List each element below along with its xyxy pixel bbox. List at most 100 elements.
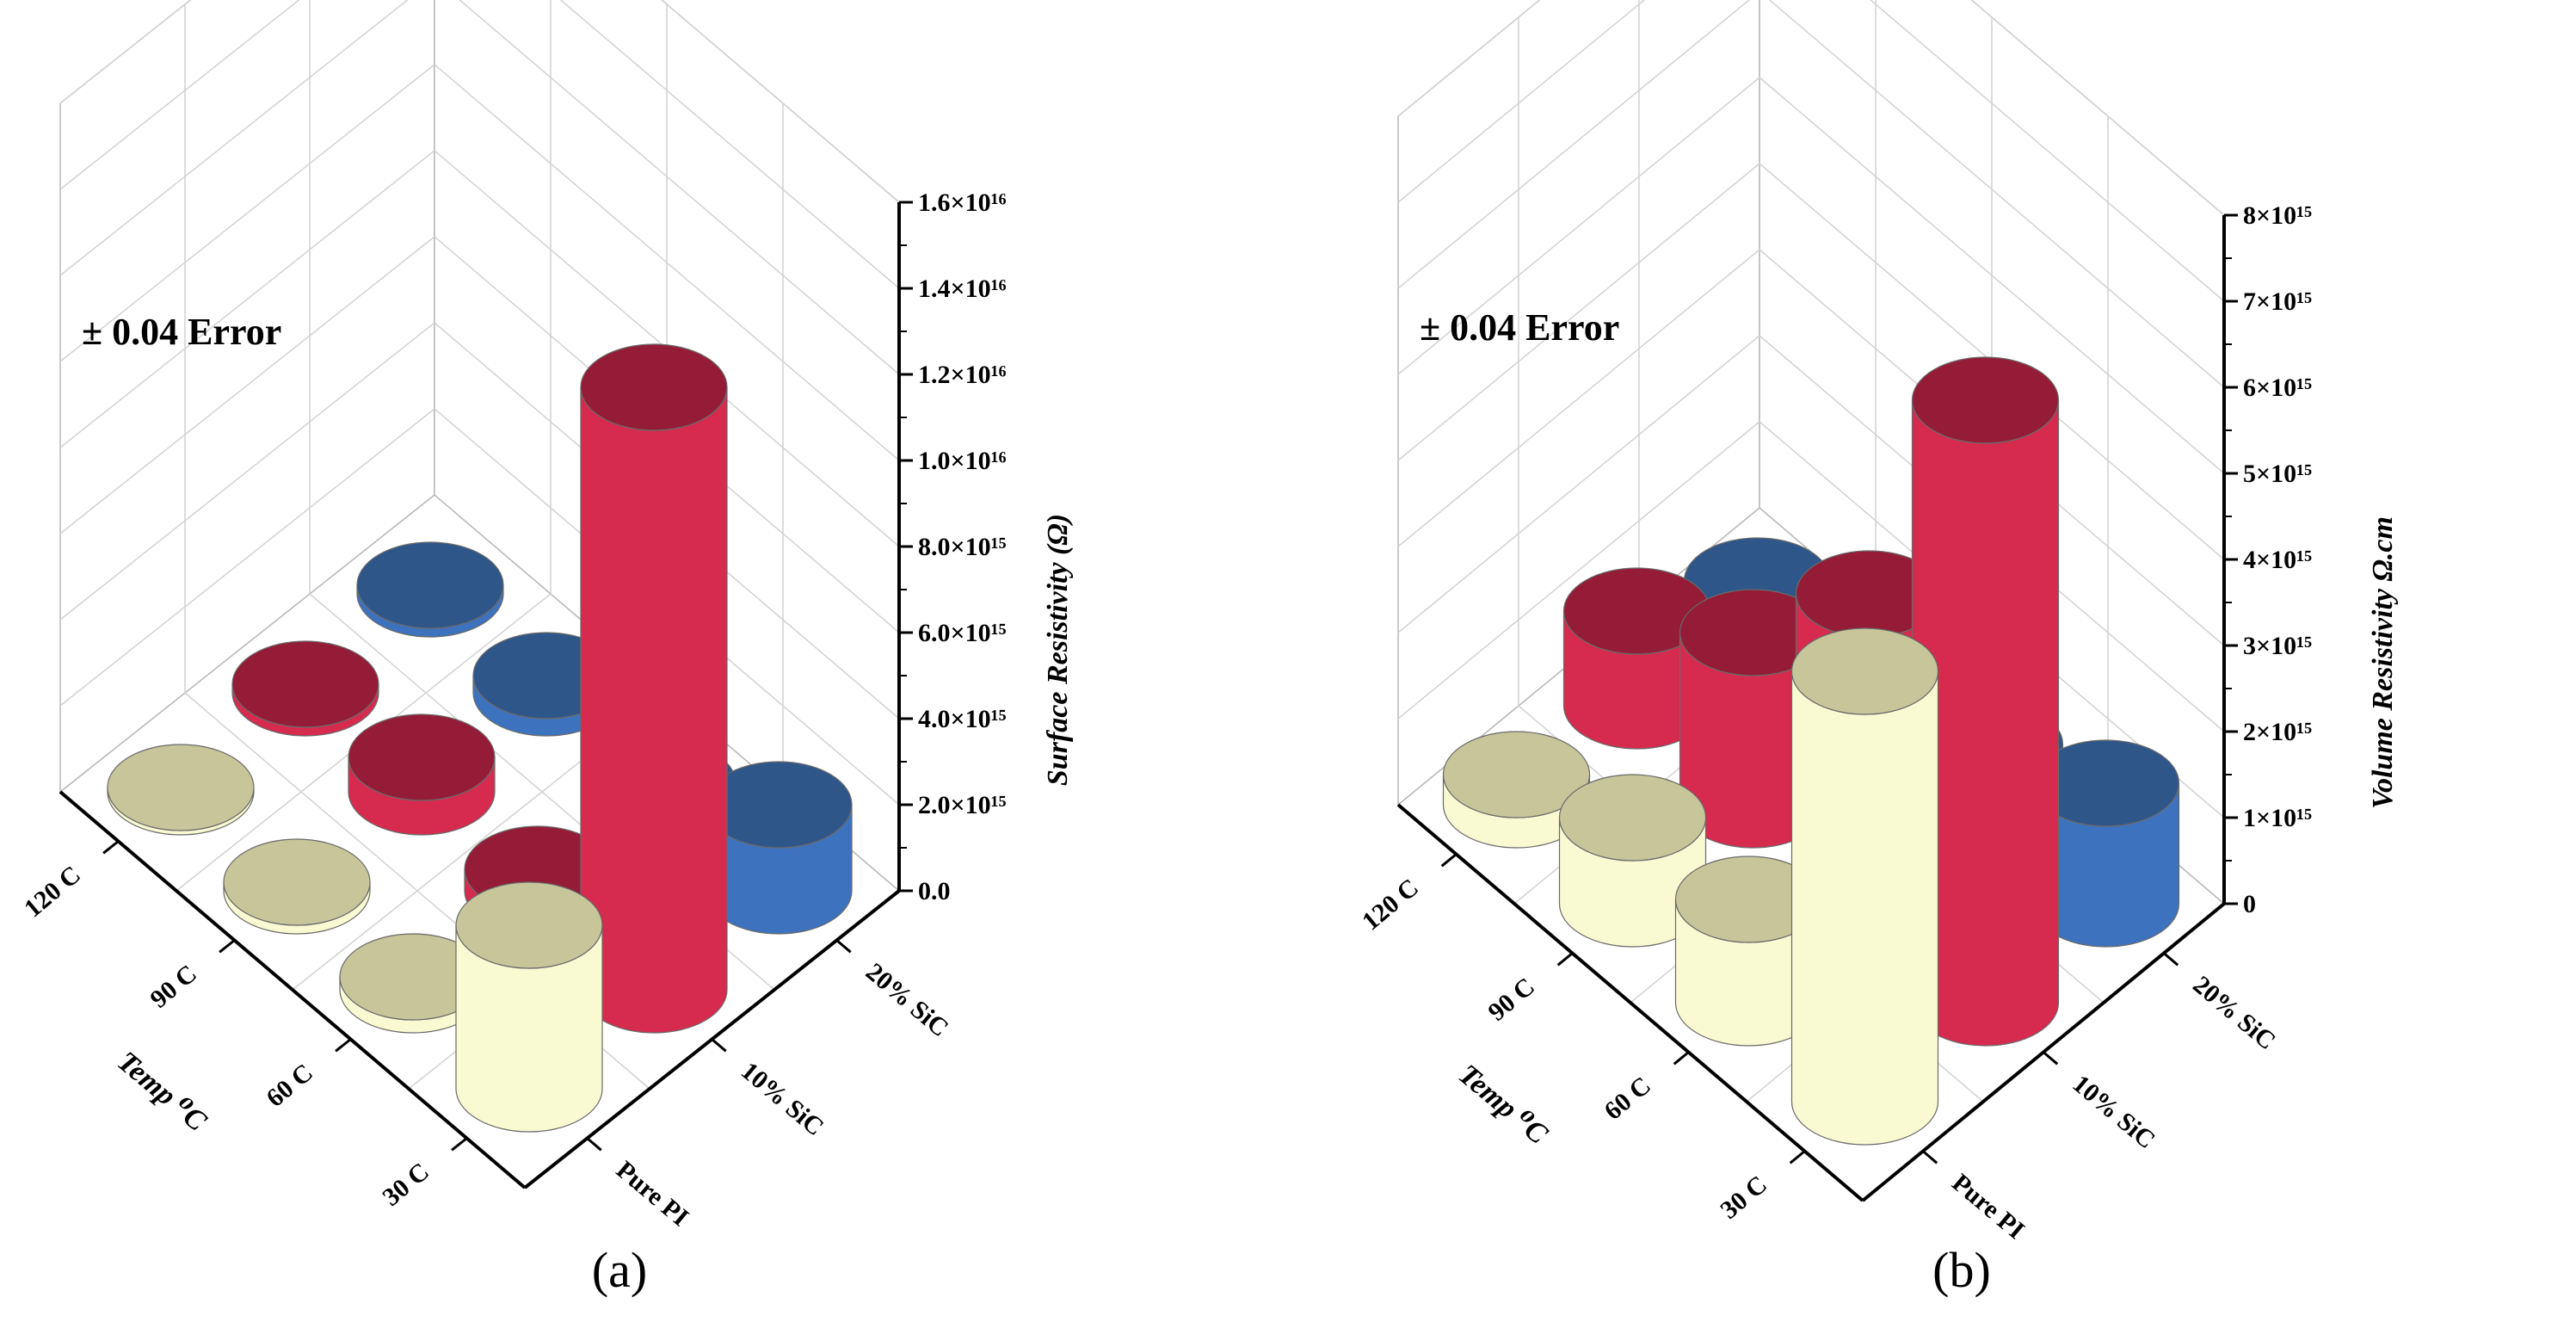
value-tick-label: 1.2×10¹⁶ (918, 361, 1007, 389)
bar-top (231, 640, 379, 728)
value-axis-title: Volume Resistivity Ω.cm (2367, 516, 2399, 809)
bar-pure-pi-90c (1558, 774, 1707, 948)
value-axis-title: Surface Resistivity (Ω) (1042, 514, 1074, 786)
series-tick-label: Pure PI (611, 1156, 694, 1232)
value-tick-label: 6.0×10¹⁵ (918, 619, 1007, 647)
panel-caption: (a) (592, 1242, 647, 1298)
bar-pure-pi-60c (339, 933, 487, 1034)
series-tick (1922, 1150, 1938, 1164)
series-tick (2163, 952, 2179, 967)
temp-tick (219, 939, 236, 954)
value-tick-label: 3×10¹⁵ (2243, 632, 2312, 660)
series-tick (835, 939, 852, 954)
temp-tick-label: 60 C (1599, 1072, 1656, 1126)
temp-tick-label: 90 C (145, 960, 202, 1014)
bar-top (1558, 774, 1707, 862)
gridline (59, 0, 300, 190)
temp-tick (335, 1038, 352, 1053)
gridline (59, 408, 435, 707)
temp-tick (1556, 952, 1574, 967)
series-tick (2043, 1051, 2059, 1066)
series-tick (586, 1137, 602, 1152)
temp-tick (102, 840, 120, 855)
series-tick-label: 10% SiC (736, 1057, 829, 1142)
temp-tick-label: 30 C (377, 1158, 434, 1212)
gridline (1397, 249, 1760, 547)
bar-top (1442, 731, 1591, 819)
bar-top (348, 714, 496, 801)
series-tick (711, 1038, 727, 1053)
series-tick-label: Pure PI (1947, 1169, 2031, 1245)
value-tick-label: 0 (2243, 890, 2256, 918)
gridline (59, 236, 435, 534)
bar-top (107, 744, 255, 831)
gridline (59, 64, 435, 362)
bar-20-sic-30c (705, 761, 853, 935)
gridline (1397, 335, 1760, 633)
value-tick-label: 2×10¹⁵ (2243, 718, 2312, 746)
temp-tick-label: 120 C (19, 861, 86, 924)
bar-10-sic-30c (580, 343, 728, 1034)
value-tick-label: 8×10¹⁵ (2243, 201, 2312, 230)
gridline (59, 322, 435, 621)
bar-20-sic-120c (356, 541, 504, 638)
panel-caption: (b) (1932, 1242, 1991, 1298)
temp-tick-label: 90 C (1482, 973, 1540, 1027)
gridline (1397, 0, 1646, 203)
value-tick-label: 7×10¹⁵ (2243, 287, 2312, 316)
temp-axis-line (59, 790, 527, 1189)
value-tick-label: 1.6×10¹⁶ (918, 188, 1007, 217)
gridline (1397, 0, 1541, 117)
gridline (1397, 0, 1751, 289)
series-tick-label: 20% SiC (860, 958, 954, 1043)
panel-a-surface-resistivity-chart: 30 C 60 C 90 C 120 C Temp ⁰C Pure PI 10% SiC 20… (19, 0, 1074, 1298)
temp-tick (451, 1137, 468, 1152)
temp-tick-label: 30 C (1715, 1171, 1772, 1225)
bar-pure-pi-30c (455, 881, 603, 1133)
bar-pure-pi-120c (107, 744, 255, 836)
bar-10-sic-120c (1562, 567, 1711, 750)
temp-axis-title: Temp ⁰C (1452, 1059, 1554, 1151)
value-tick-label: 4.0×10¹⁵ (918, 705, 1007, 733)
value-tick-label: 8.0×10¹⁵ (918, 533, 1007, 561)
bar-10-sic-30c (1911, 356, 2060, 1047)
bar-pure-pi-30c (1790, 627, 1939, 1146)
series-tick-label: 10% SiC (2068, 1070, 2161, 1155)
value-tick-label: 1×10¹⁵ (2243, 804, 2312, 832)
gridline (59, 0, 409, 276)
bar-10-sic-90c (348, 714, 496, 836)
bar-top (580, 343, 728, 431)
gridline (1397, 421, 1760, 720)
bar-10-sic-120c (231, 640, 379, 737)
value-tick-label: 6×10¹⁵ (2243, 374, 2312, 402)
bar-20-sic-30c (2031, 739, 2180, 948)
temp-axis-line (1396, 803, 1864, 1202)
bar-top (223, 838, 371, 926)
value-tick-label: 5×10¹⁵ (2243, 460, 2312, 488)
error-annotation: ± 0.04 Error (82, 311, 281, 353)
value-tick-label: 1.4×10¹⁶ (918, 275, 1007, 303)
gridline (59, 0, 192, 104)
value-tick-label: 2.0×10¹⁵ (918, 791, 1007, 819)
panel-b-volume-resistivity-chart: 30 C 60 C 90 C 120 C Temp ⁰C Pure PI 10% SiC 20… (1357, 0, 2399, 1298)
value-tick-label: 1.0×10¹⁶ (918, 447, 1007, 475)
gridline (59, 150, 435, 448)
bar-pure-pi-60c (1674, 856, 1823, 1047)
bar-top (1790, 627, 1939, 715)
temp-tick (1440, 853, 1457, 868)
bar-side (1790, 670, 1939, 1146)
bar-pure-pi-120c (1442, 731, 1591, 849)
value-tick-label: 4×10¹⁵ (2243, 546, 2312, 574)
bar-10-sic-90c (1679, 589, 1827, 849)
temp-axis-title: Temp ⁰C (111, 1046, 213, 1138)
error-annotation: ± 0.04 Error (1420, 306, 1619, 349)
bars (107, 343, 853, 1133)
bar-top (356, 541, 504, 629)
gridline (1397, 77, 1760, 375)
value-tick-label: 0.0 (918, 877, 951, 905)
bars (1442, 356, 2180, 1146)
bar-top (1911, 356, 2060, 444)
temp-tick-label: 120 C (1357, 874, 1424, 936)
bar-top (455, 881, 603, 969)
